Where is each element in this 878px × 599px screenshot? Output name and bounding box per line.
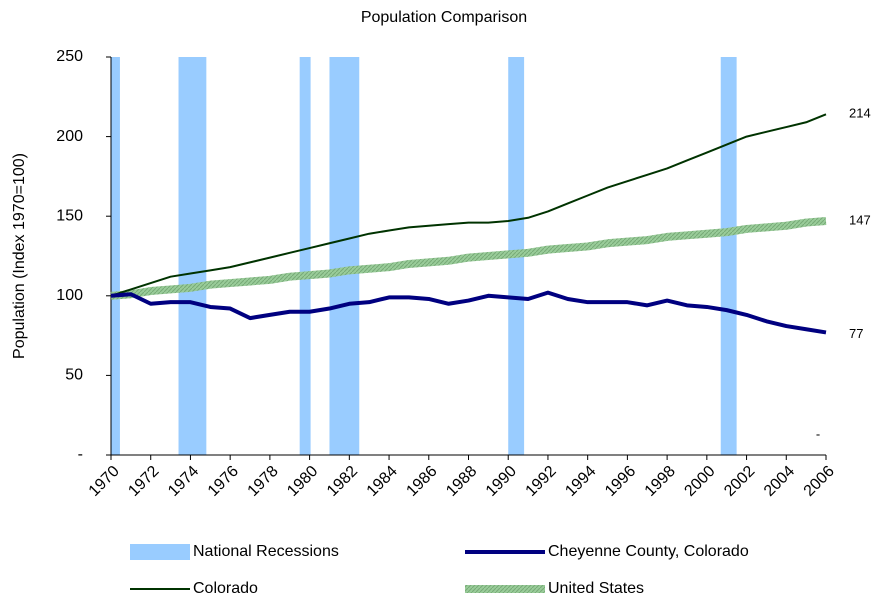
x-tick-label: 1984 (364, 463, 401, 500)
x-tick-label: 1970 (86, 463, 123, 500)
y-tick-label: 250 (56, 48, 83, 65)
legend-label: National Recessions (193, 543, 339, 560)
series-line (110, 113, 827, 297)
y-tick-label: - (78, 446, 83, 463)
annotation: - (816, 426, 820, 441)
series-line (110, 290, 827, 335)
end-label: 214 (849, 106, 871, 121)
x-tick-label: 1986 (403, 463, 440, 500)
y-tick-label: 100 (56, 287, 83, 304)
x-tick-label: 1976 (205, 463, 242, 500)
x-tick-label: 1994 (562, 463, 599, 500)
series-line (110, 216, 827, 300)
y-tick-label: 150 (56, 207, 83, 224)
y-tick-label: 50 (65, 367, 83, 384)
x-tick-label: 1972 (125, 463, 162, 500)
recession-band (178, 57, 207, 455)
recession-band (299, 57, 311, 455)
x-tick-label: 1996 (602, 463, 639, 500)
x-tick-label: 1998 (642, 463, 679, 500)
y-tick-label: 200 (56, 128, 83, 145)
legend-label: Colorado (193, 580, 258, 597)
x-tick-label: 2000 (681, 463, 718, 500)
x-tick-label: 1988 (443, 463, 480, 500)
recession-band (720, 57, 737, 455)
x-tick-label: 1978 (245, 463, 282, 500)
chart-title: Population Comparison (361, 9, 527, 26)
x-tick-label: 1990 (483, 463, 520, 500)
legend-swatch (130, 544, 190, 560)
x-tick-label: 2004 (761, 463, 798, 500)
recession-band (111, 57, 120, 455)
end-label: 77 (849, 326, 863, 341)
x-tick-label: 1992 (523, 463, 560, 500)
y-axis-label: Population (Index 1970=100) (11, 153, 28, 359)
end-label: 147 (849, 212, 871, 227)
recession-band (329, 57, 360, 455)
x-tick-label: 1980 (284, 463, 321, 500)
x-tick-label: 1982 (324, 463, 361, 500)
x-tick-label: 1974 (165, 463, 202, 500)
x-tick-label: 2006 (801, 463, 838, 500)
legend-label: United States (548, 580, 644, 597)
x-tick-label: 2002 (721, 463, 758, 500)
legend-label: Cheyenne County, Colorado (548, 543, 749, 560)
